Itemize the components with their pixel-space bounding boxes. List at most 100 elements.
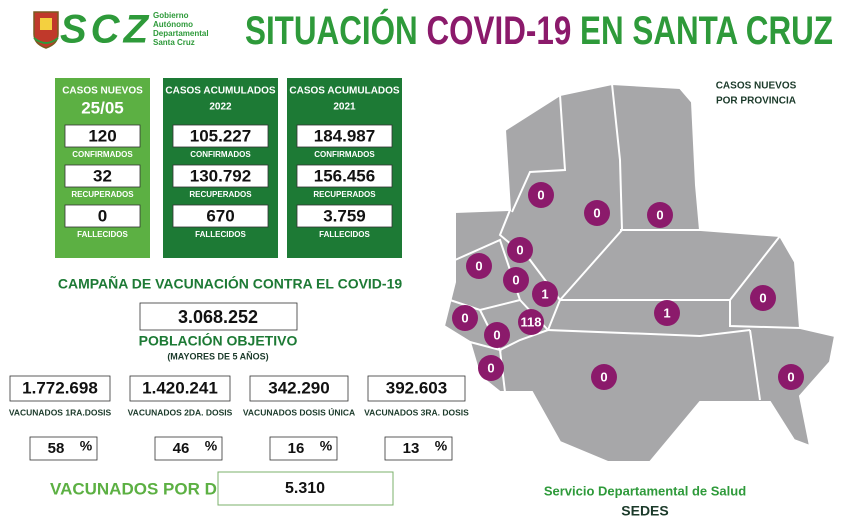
- card-value: 184.987: [314, 126, 375, 145]
- org-line: Gobierno: [153, 11, 189, 20]
- marker-value: 1: [663, 305, 670, 320]
- page-title: SITUACIÓN COVID-19 EN SANTA CRUZ: [245, 7, 833, 53]
- province-marker: [507, 237, 533, 263]
- dose-label: VACUNADOS 2DA. DOSIS: [128, 407, 233, 417]
- card-label: FALLECIDOS: [319, 230, 370, 239]
- marker-value: 0: [537, 187, 544, 202]
- title-part: SITUACIÓN: [245, 7, 418, 53]
- value-box: [172, 124, 269, 148]
- marker-value: 0: [600, 369, 607, 384]
- province-marker: [518, 309, 544, 335]
- province-marker: [528, 182, 554, 208]
- card-value: 156.456: [314, 166, 375, 185]
- province-marker: [750, 285, 776, 311]
- value-box: [64, 164, 141, 188]
- dose-box: [129, 375, 231, 402]
- card-title: CASOS ACUMULADOS: [165, 86, 276, 97]
- province-marker: [478, 355, 504, 381]
- marker-value: 0: [759, 290, 766, 305]
- footer-line: Servicio Departamental de Salud: [544, 483, 746, 498]
- percent-unit: %: [80, 438, 93, 454]
- percent-unit: %: [435, 438, 448, 454]
- marker-value: 0: [461, 310, 468, 325]
- dose-label: VACUNADOS 3RA. DOSIS: [364, 407, 469, 417]
- card-value: 105.227: [190, 126, 251, 145]
- province-marker: [466, 253, 492, 279]
- card-value: 3.759: [323, 206, 366, 225]
- daily-value: 5.310: [285, 480, 325, 497]
- marker-value: 0: [656, 207, 663, 222]
- card-label: FALLECIDOS: [195, 230, 246, 239]
- daily-label: VACUNADOS POR DÍA: [50, 479, 234, 498]
- dose-box: [367, 375, 466, 402]
- value-box: [172, 204, 269, 228]
- card-value: 32: [93, 166, 112, 185]
- dose-label: VACUNADOS DOSIS ÚNICA: [243, 406, 355, 417]
- card-title: CASOS ACUMULADOS: [289, 86, 400, 97]
- marker-value: 0: [487, 360, 494, 375]
- province-marker: [532, 281, 558, 307]
- marker-value: 118: [521, 314, 542, 329]
- footer-org: SEDES: [621, 503, 668, 519]
- value-box: [172, 164, 269, 188]
- card-value: 0: [98, 206, 107, 225]
- dose-percent: 13: [403, 440, 420, 457]
- card-label: CONFIRMADOS: [72, 150, 133, 159]
- province-marker: [484, 322, 510, 348]
- percent-box: [384, 436, 453, 461]
- card-value: 130.792: [190, 166, 251, 185]
- title-part: EN SANTA CRUZ: [571, 9, 833, 53]
- percent-unit: %: [205, 438, 218, 454]
- org-line: Departamental: [153, 29, 209, 38]
- dose-box: [9, 375, 111, 402]
- card-title: 25/05: [81, 98, 124, 117]
- province-marker: [591, 364, 617, 390]
- province-marker: [654, 300, 680, 326]
- card-title: 2022: [209, 102, 232, 113]
- marker-value: 0: [787, 369, 794, 384]
- province-marker: [647, 202, 673, 228]
- target-label: POBLACIÓN OBJETIVO: [139, 332, 298, 349]
- dose-value: 1.420.241: [142, 378, 218, 397]
- marker-value: 0: [493, 327, 500, 342]
- dose-label: VACUNADOS 1RA.DOSIS: [9, 407, 112, 417]
- percent-box: [269, 436, 338, 461]
- target-value: 3.068.252: [178, 307, 258, 327]
- card-label: CONFIRMADOS: [314, 150, 375, 159]
- value-box: [296, 164, 393, 188]
- org-line: Santa Cruz: [153, 38, 195, 47]
- card-label: FALLECIDOS: [77, 230, 128, 239]
- marker-value: 0: [512, 272, 519, 287]
- marker-value: 1: [541, 286, 548, 301]
- province-marker: [778, 364, 804, 390]
- card-title: CASOS NUEVOS: [62, 86, 143, 97]
- dose-box: [249, 375, 349, 402]
- percent-box: [29, 436, 98, 461]
- marker-value: 0: [593, 205, 600, 220]
- card-title: 2021: [333, 102, 356, 113]
- card-value: 120: [88, 126, 116, 145]
- map-title: POR PROVINCIA: [716, 96, 796, 107]
- province-marker: [503, 267, 529, 293]
- card-label: CONFIRMADOS: [190, 150, 251, 159]
- percent-box: [154, 436, 223, 461]
- card-label: RECUPERADOS: [189, 190, 252, 199]
- card-value: 670: [206, 206, 234, 225]
- target-note: (MAYORES DE 5 AÑOS): [167, 351, 268, 361]
- value-box: [64, 204, 141, 228]
- dose-percent: 16: [288, 440, 305, 457]
- province-marker: [584, 200, 610, 226]
- value-box: [296, 204, 393, 228]
- org-line: Autónomo: [153, 20, 193, 29]
- marker-value: 0: [475, 258, 482, 273]
- dose-value: 392.603: [386, 378, 447, 397]
- logo: SCZ: [60, 8, 150, 52]
- dose-value: 1.772.698: [22, 378, 98, 397]
- percent-unit: %: [320, 438, 333, 454]
- map-title: CASOS NUEVOS: [716, 81, 797, 92]
- province-marker: [452, 305, 478, 331]
- target-box: [139, 302, 298, 331]
- card-label: RECUPERADOS: [71, 190, 134, 199]
- dose-percent: 58: [48, 440, 65, 457]
